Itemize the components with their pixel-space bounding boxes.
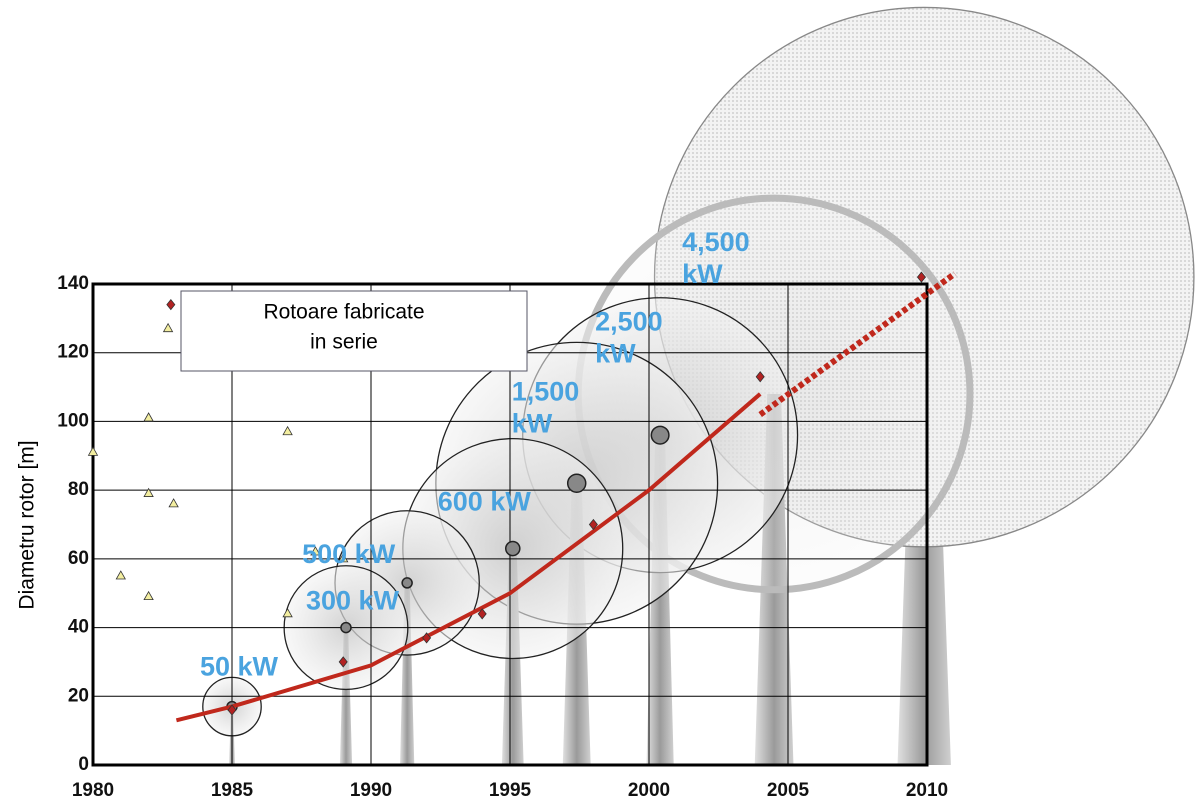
triangle-marker	[143, 590, 154, 601]
hub	[650, 425, 670, 445]
y-tick-label: 80	[68, 479, 89, 500]
diamond-marker	[755, 371, 765, 383]
x-tick-label: 2005	[767, 780, 810, 801]
size-label: 4,500	[682, 227, 750, 257]
size-label: 300 kW	[306, 586, 400, 616]
plot-frame	[91, 282, 929, 767]
diamond-marker	[338, 656, 348, 668]
diamond-marker	[422, 632, 432, 644]
trend-line	[758, 271, 957, 417]
hub	[401, 577, 413, 589]
triangle-marker	[87, 446, 99, 456]
hub	[504, 540, 521, 557]
diamond-marker	[166, 298, 176, 311]
x-tick-label: 1990	[350, 780, 392, 801]
y-tick-label: 20	[68, 685, 89, 706]
triangle-marker	[143, 487, 154, 497]
triangle-marker	[162, 322, 174, 333]
y-tick-label: 100	[57, 410, 89, 431]
legend-text: in serie	[310, 331, 378, 354]
triangle-marker	[282, 425, 293, 436]
triangle-marker	[310, 546, 321, 556]
diamond-marker	[916, 271, 926, 283]
x-tick-label: 1995	[489, 780, 532, 801]
x-tick-label: 2000	[628, 780, 670, 801]
size-label: 600 kW	[438, 487, 532, 517]
y-tick-label: 140	[57, 273, 89, 294]
x-tick-label: 1985	[211, 780, 254, 801]
size-label: 50 kW	[200, 652, 279, 682]
triangle-marker	[143, 412, 154, 422]
triangle-marker	[168, 498, 179, 508]
triangle-marker	[282, 608, 293, 618]
triangle-marker	[338, 553, 349, 563]
x-tick-label: 2010	[906, 780, 948, 801]
size-label: kW	[682, 259, 723, 289]
y-tick-label: 0	[78, 754, 89, 775]
diamond-marker	[477, 608, 487, 620]
size-label: kW	[512, 408, 553, 438]
size-label: 500 kW	[302, 539, 396, 569]
x-tick-label: 1980	[72, 780, 114, 801]
y-axis-label: Diametru rotor [m]	[16, 440, 39, 609]
legend-text: Rotoare fabricate	[263, 301, 424, 324]
triangle-marker	[115, 570, 126, 580]
diamond-marker	[227, 704, 237, 716]
size-label: 2,500	[595, 306, 663, 336]
y-tick-label: 40	[68, 617, 89, 638]
y-tick-label: 120	[57, 342, 89, 363]
trend-line	[175, 392, 762, 723]
size-label: kW	[595, 338, 636, 368]
y-tick-label: 60	[68, 548, 89, 569]
hub	[340, 621, 352, 634]
diamond-marker	[588, 518, 598, 531]
size-label: 1,500	[512, 376, 580, 406]
legend-box	[180, 290, 528, 372]
hub	[566, 473, 587, 494]
